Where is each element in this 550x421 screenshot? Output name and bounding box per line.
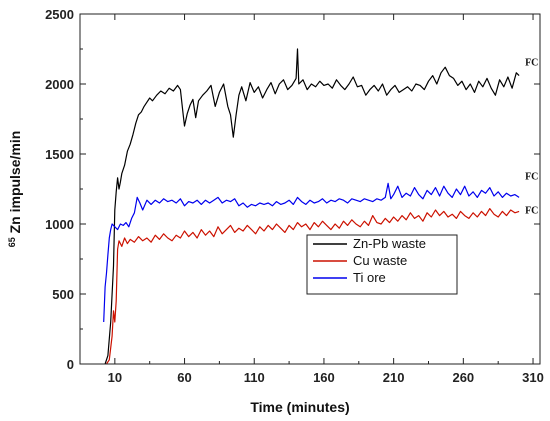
series-annotation: FC bbox=[525, 171, 538, 182]
legend-box bbox=[306, 234, 458, 295]
y-axis-title-main: Zn impulse/min bbox=[7, 131, 23, 234]
y-axis-title-superscript: 65 bbox=[7, 237, 17, 247]
y-tick-label: 2000 bbox=[45, 77, 74, 92]
series-line-ti-ore bbox=[103, 182, 520, 323]
series-line-zn-pb-waste bbox=[104, 48, 520, 365]
y-tick-label: 2500 bbox=[45, 7, 74, 22]
series-annotation: FC bbox=[525, 205, 538, 216]
x-tick-label: 160 bbox=[313, 370, 335, 385]
y-axis-title: 65 Zn impulse/min bbox=[2, 131, 23, 248]
x-tick-label: 310 bbox=[522, 370, 544, 385]
x-tick-label: 110 bbox=[244, 370, 265, 385]
x-tick-label: 10 bbox=[108, 370, 122, 385]
y-tick-label: 500 bbox=[52, 287, 74, 302]
x-tick-label: 60 bbox=[177, 370, 191, 385]
y-tick-label: 0 bbox=[67, 357, 74, 372]
plot-frame bbox=[79, 13, 541, 365]
x-axis-title: Time (minutes) bbox=[250, 399, 349, 415]
legend-entry: Ti ore bbox=[353, 270, 386, 285]
legend-entry: Cu waste bbox=[353, 253, 407, 268]
legend: Zn-Pb waste Cu waste Ti ore bbox=[306, 234, 458, 295]
x-tick-label: 260 bbox=[452, 370, 474, 385]
series-annotation: FC bbox=[525, 58, 538, 69]
legend-entry: Zn-Pb waste bbox=[353, 236, 426, 251]
x-tick-label: 210 bbox=[383, 370, 405, 385]
series-line-cu-waste bbox=[106, 208, 520, 365]
y-tick-label: 1000 bbox=[45, 217, 74, 232]
y-tick-label: 1500 bbox=[45, 147, 74, 162]
